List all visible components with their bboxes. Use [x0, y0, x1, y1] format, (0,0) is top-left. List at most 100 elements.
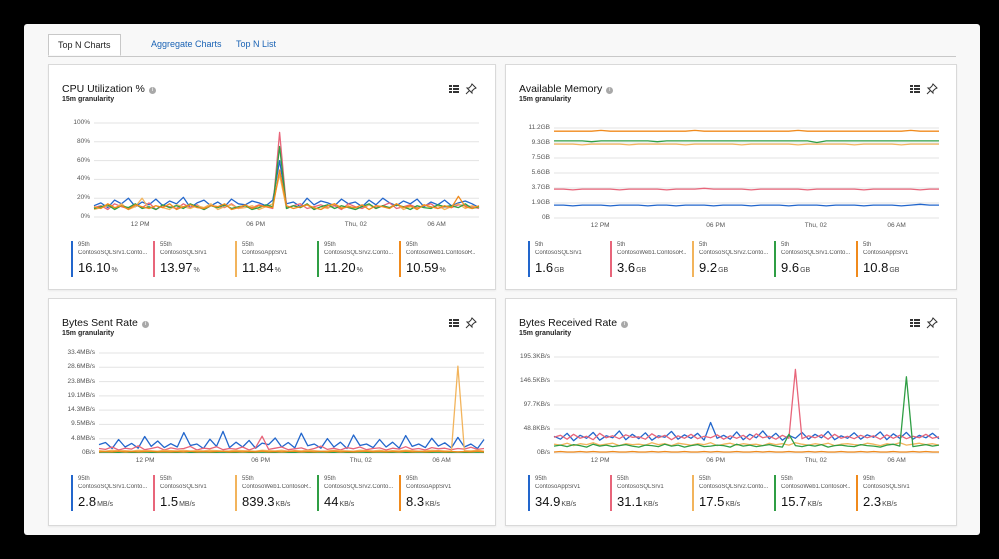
legend-value-group: 11.20% [324, 260, 363, 275]
line-chart[interactable] [98, 352, 485, 454]
legend-percentile: 95th [535, 476, 547, 482]
legend-value: 1.6 [535, 260, 554, 275]
legend-color-bar [692, 241, 694, 277]
legend-resource-name: ContosoSQLSrv2.Conto... [699, 250, 769, 256]
x-tick-label: 06 PM [706, 457, 726, 464]
legend-item[interactable]: 5th ContosoSQLSrv1.Conto... 9.6GB [774, 241, 854, 279]
pin-icon[interactable] [465, 83, 477, 95]
grid-view-icon[interactable] [448, 317, 460, 329]
legend-value: 8.3 [406, 494, 425, 509]
legend-resource-name: ContosoWeb1.ContosoR... [406, 250, 476, 256]
legend-resource-name: ContosoSQLSrv1 [160, 484, 207, 490]
legend-percentile: 95th [406, 242, 418, 248]
tab-top-n-charts[interactable]: Top N Charts [48, 34, 121, 56]
line-chart[interactable] [93, 122, 480, 218]
legend-unit: GB [718, 267, 729, 274]
tab-aggregate-charts[interactable]: Aggregate Charts [151, 39, 222, 49]
legend-item[interactable]: 5th ContosoAppSrv1 10.8GB [856, 241, 936, 279]
legend-item[interactable]: 95th ContosoSQLSrv1 2.3KB/s [856, 475, 936, 513]
x-tick-label: 06 AM [887, 222, 906, 229]
grid-view-icon[interactable] [909, 83, 921, 95]
line-chart[interactable] [554, 127, 939, 219]
legend-item[interactable]: 95th ContosoWeb1.ContosoR... 10.59% [399, 241, 479, 279]
pin-icon[interactable] [465, 317, 477, 329]
screen: Top N Charts Aggregate Charts Top N List… [24, 24, 980, 535]
series-line-2 [554, 187, 939, 191]
legend-item[interactable]: 95th ContosoAppSrv1 8.3KB/s [399, 475, 479, 513]
grid-view-icon[interactable] [448, 83, 460, 95]
y-tick-label: 3.7GB [531, 184, 550, 191]
chart-panel-2: Available Memory i 15m granularity 11.2GB 9.… [505, 64, 957, 290]
legend-unit: % [111, 267, 118, 274]
legend-item[interactable]: 55th ContosoSQLSrv2.Conto... 17.5KB/s [692, 475, 772, 513]
y-tick-label: 48.8KB/s [523, 425, 550, 432]
legend-item[interactable]: 95th ContosoSQLSrv2.Conto... 44KB/s [317, 475, 397, 513]
legend-value: 10.8 [863, 260, 889, 275]
legend-value: 10.59 [406, 260, 439, 275]
legend-color-bar [317, 241, 319, 277]
pin-icon[interactable] [926, 317, 938, 329]
x-tick-label: 12 PM [590, 457, 610, 464]
chart-title-text: Bytes Received Rate [519, 317, 618, 329]
y-tick-label: 40% [76, 175, 90, 183]
legend-percentile: 55th [781, 476, 793, 482]
legend-item[interactable]: 95th ContosoAppSrv1 34.9KB/s [528, 475, 608, 513]
legend-color-bar [528, 241, 530, 277]
y-tick-label: 23.8MB/s [67, 377, 95, 385]
x-tick-label: 06 AM [427, 221, 446, 228]
info-icon[interactable]: i [606, 87, 614, 94]
legend-value: 11.20 [324, 260, 356, 275]
series-line-2 [98, 435, 485, 451]
x-tick-label: Thu, 02 [804, 457, 827, 464]
chart-legend: 95th ContosoSQLSrv1.Conto... 16.10% 55th Con… [71, 241, 481, 281]
legend-color-bar [692, 475, 694, 511]
legend-resource-name: ContosoSQLSrv1.Conto... [78, 484, 148, 490]
legend-resource-name: ContosoSQLSrv2.Conto... [699, 484, 769, 490]
legend-percentile: 95th [406, 476, 418, 482]
line-chart[interactable] [553, 356, 940, 454]
legend-value: 9.6 [781, 260, 800, 275]
legend-item[interactable]: 95th ContosoSQLSrv2.Conto... 11.20% [317, 241, 397, 279]
legend-percentile: 95th [78, 476, 90, 482]
legend-value: 1.5 [160, 494, 179, 509]
series-line-5 [554, 129, 939, 132]
legend-color-bar [235, 475, 237, 511]
grid-view-icon[interactable] [909, 317, 921, 329]
tab-top-n-list[interactable]: Top N List [236, 39, 277, 49]
legend-item[interactable]: 55th ContosoSQLSrv1 1.5MB/s [153, 475, 233, 513]
chart-title-text: CPU Utilization % [62, 83, 145, 95]
legend-value: 16.10 [78, 260, 111, 275]
legend-item[interactable]: 55th ContosoWeb1.ContosoR... 15.7KB/s [774, 475, 854, 513]
series-line-2 [553, 368, 940, 441]
granularity-label: 15m granularity [62, 96, 115, 103]
legend-item[interactable]: 95th ContosoSQLSrv1.Conto... 2.8MB/s [71, 475, 151, 513]
legend-value-group: 839.3KB/s [242, 494, 290, 509]
legend-item[interactable]: 55th ContosoWeb1.ContosoR... 839.3KB/s [235, 475, 315, 513]
legend-value-group: 10.8GB [863, 260, 899, 275]
legend-item[interactable]: 55th ContosoAppSrv1 11.84% [235, 241, 315, 279]
series-line-5 [553, 450, 939, 453]
info-icon[interactable]: i [621, 321, 629, 328]
legend-item[interactable]: 95th ContosoSQLSrv1.Conto... 16.10% [71, 241, 151, 279]
legend-item[interactable]: 55th ContosoSQLSrv1 13.97% [153, 241, 233, 279]
legend-item[interactable]: 5th ContosoWeb1.ContosoR... 3.6GB [610, 241, 690, 279]
legend-unit: MB/s [179, 501, 196, 508]
chart-title-text: Available Memory [519, 83, 603, 95]
pin-icon[interactable] [926, 83, 938, 95]
x-tick-label: Thu, 02 [349, 457, 372, 464]
chart-title: CPU Utilization % i [62, 83, 156, 95]
info-icon[interactable]: i [141, 321, 149, 328]
info-icon[interactable]: i [148, 87, 156, 94]
legend-item[interactable]: 5th ContosoSQLSrv2.Conto... 9.2GB [692, 241, 772, 279]
legend-item[interactable]: 5th ContosoSQLSrv1 1.6GB [528, 241, 608, 279]
legend-item[interactable]: 55th ContosoSQLSrv1 31.1KB/s [610, 475, 690, 513]
y-tick-label: 20% [76, 194, 90, 202]
legend-resource-name: ContosoSQLSrv1.Conto... [78, 250, 148, 256]
legend-color-bar [856, 475, 858, 511]
legend-unit: GB [889, 267, 900, 274]
legend-percentile: 95th [324, 242, 336, 248]
legend-percentile: 5th [699, 242, 708, 248]
series-line-1 [554, 203, 939, 207]
legend-color-bar [528, 475, 530, 511]
legend-resource-name: ContosoAppSrv1 [242, 250, 288, 256]
